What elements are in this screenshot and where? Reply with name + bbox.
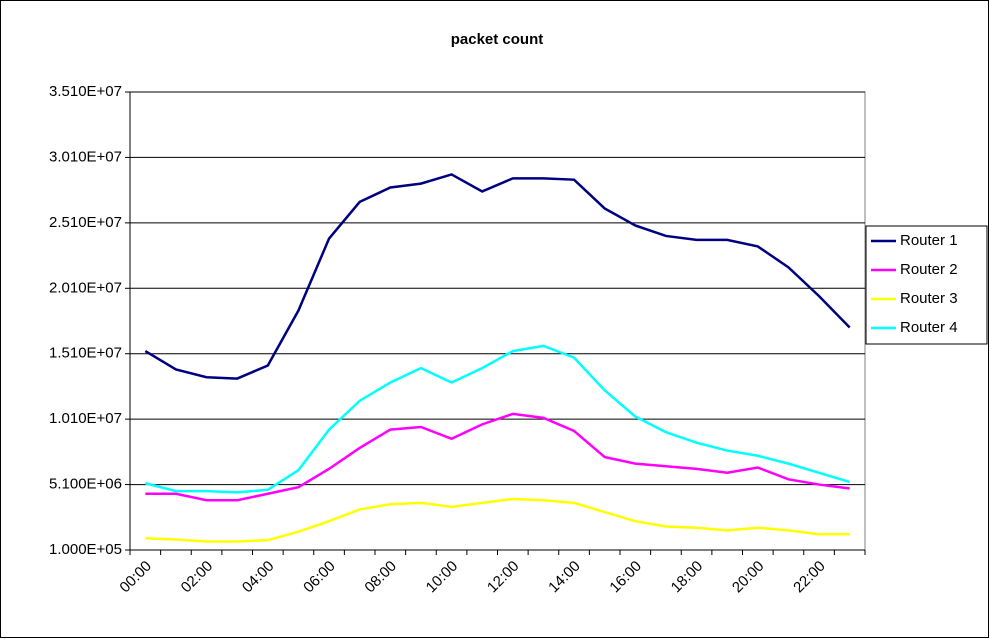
y-tick-label: 2.010E+07 <box>49 279 122 296</box>
y-tick-label: 1.510E+07 <box>49 345 122 362</box>
legend-box <box>865 225 988 345</box>
series-line <box>144 173 851 380</box>
y-tick-label: 3.010E+07 <box>49 148 122 165</box>
series-line <box>145 412 850 502</box>
y-tick-label: 2.510E+07 <box>49 214 122 231</box>
y-tick-label: 1.010E+07 <box>49 410 122 427</box>
y-tick-label: 3.510E+07 <box>49 83 122 100</box>
y-tick-label: 1.000E+05 <box>49 541 122 558</box>
legend-label: Router 4 <box>900 319 958 336</box>
legend-label: Router 2 <box>900 261 958 278</box>
plot-area <box>129 91 866 551</box>
y-tick-label: 5.100E+06 <box>49 476 122 493</box>
legend-label: Router 3 <box>900 290 958 307</box>
chart-title: packet count <box>451 31 544 48</box>
legend-label: Router 1 <box>900 232 958 249</box>
series-line <box>145 344 851 494</box>
series-line <box>145 497 850 543</box>
